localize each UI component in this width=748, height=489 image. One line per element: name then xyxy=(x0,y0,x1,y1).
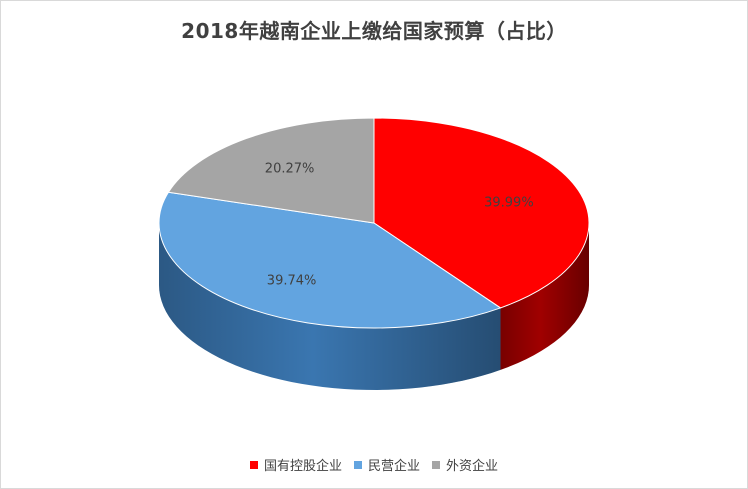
legend-item-private: 民营企业 xyxy=(353,455,420,474)
legend-marker xyxy=(353,460,362,469)
legend-label: 民营企业 xyxy=(367,459,420,474)
data-label-1: 39.74% xyxy=(267,273,317,288)
data-label-0: 39.99% xyxy=(484,196,534,211)
legend: 国有控股企业 民营企业 外资企业 xyxy=(1,455,747,474)
pie-slice-0 xyxy=(373,117,590,309)
pie-tops xyxy=(158,117,590,329)
pie-sides xyxy=(159,223,589,390)
legend-item-state-owned: 国有控股企业 xyxy=(249,455,342,474)
pie-side-shade-1 xyxy=(159,223,501,390)
data-label-2: 20.27% xyxy=(265,161,315,176)
pie-side-shade-0 xyxy=(500,223,589,370)
pie-slice-1 xyxy=(158,191,502,329)
legend-label: 外资企业 xyxy=(446,459,499,474)
pie-slice-2 xyxy=(167,117,375,224)
legend-marker xyxy=(249,460,258,469)
chart-title: 2018年越南企业上缴给国家预算（占比） xyxy=(181,19,567,43)
legend-item-foreign: 外资企业 xyxy=(432,455,498,474)
legend-label: 国有控股企业 xyxy=(263,459,342,474)
legend-marker xyxy=(432,460,440,469)
pie-data-labels: 39.99% 39.74% 20.27% xyxy=(265,161,534,288)
